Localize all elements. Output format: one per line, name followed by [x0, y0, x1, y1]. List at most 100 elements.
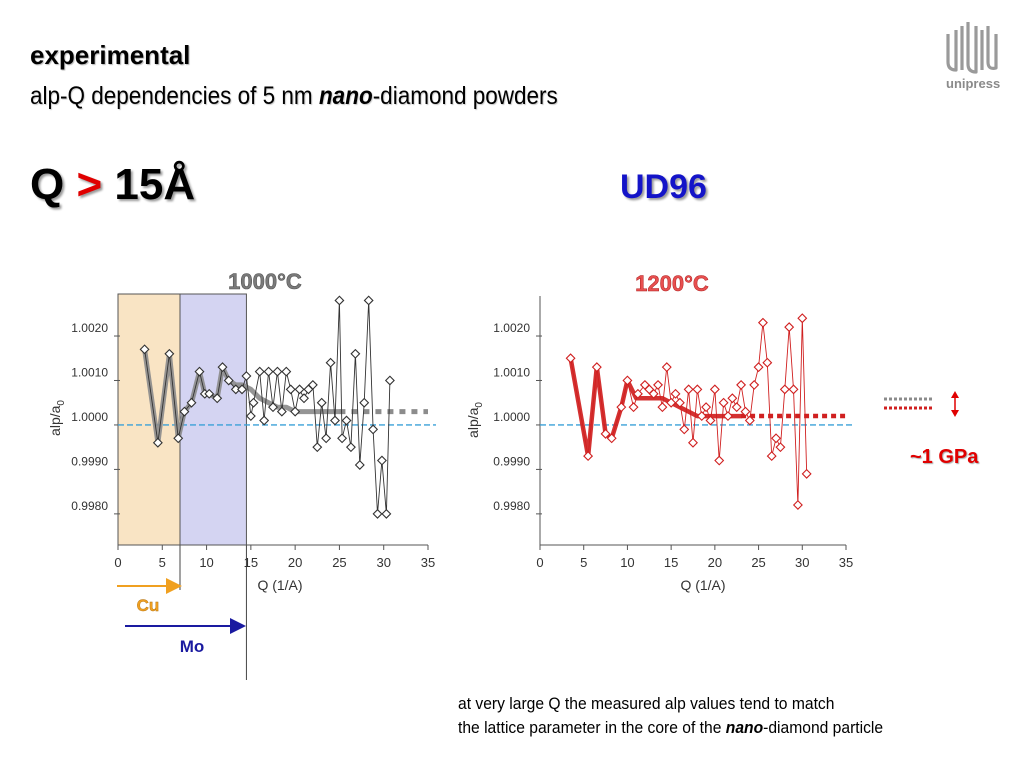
pressure-double-arrow	[951, 391, 959, 417]
y-tick-label: 0.9980	[71, 499, 108, 513]
data-point	[718, 397, 729, 408]
x-tick-label: 25	[751, 555, 765, 570]
data-point	[670, 388, 681, 399]
data-point	[674, 397, 685, 408]
data-point	[801, 468, 812, 479]
x-tick-label: 0	[536, 555, 543, 570]
data-point	[666, 397, 677, 408]
data-point	[679, 424, 690, 435]
data-point	[341, 415, 352, 426]
cu-label: Cu	[137, 596, 160, 615]
data-point	[628, 402, 639, 413]
y-tick-label: 1.0010	[493, 365, 530, 379]
data-point	[622, 375, 633, 386]
data-point	[749, 379, 760, 390]
data-point	[325, 357, 336, 368]
data-point	[276, 406, 287, 417]
data-point	[268, 402, 278, 413]
data-point	[281, 366, 292, 377]
data-point	[354, 459, 365, 470]
tick-labels: 0 5 10 15 20 25 30 35 1.0020 1.0010 1.0000 0.9990 0.…	[493, 321, 853, 570]
y-tick-label: 1.0020	[493, 321, 530, 335]
x-tick-label: 35	[839, 555, 853, 570]
subtitle-post: -diamond powders	[372, 82, 558, 110]
data-point	[762, 357, 773, 368]
y-tick-label: 0.9980	[493, 499, 530, 513]
data-point	[350, 348, 361, 359]
data-point	[259, 415, 270, 426]
data-point	[241, 371, 252, 382]
data-point	[237, 384, 247, 395]
chart-1000c: 0 5 10 15 20 25 30 35 1.0020 1.0010 1.0000 0.9990 0.…	[47, 269, 436, 680]
data-point	[152, 437, 163, 448]
slide-subtitle: alp-Q dependencies of 5 nm nano-diamond …	[30, 82, 558, 111]
data-point	[616, 402, 627, 413]
data-point	[381, 508, 392, 519]
data-point	[194, 366, 205, 377]
slide-title: experimental	[30, 40, 191, 70]
data-point	[204, 388, 215, 399]
data-point	[792, 500, 803, 510]
data-point	[245, 411, 256, 422]
data-point	[583, 451, 594, 462]
data-point	[771, 433, 782, 444]
y-axis-label: alp/a0	[47, 400, 67, 436]
subtitle-nano: nano	[318, 82, 373, 110]
footnote-post: -diamond particle	[763, 718, 884, 737]
x-tick-label: 30	[376, 555, 390, 570]
x-tick-label: 15	[664, 555, 678, 570]
data-point	[661, 362, 672, 373]
x-tick-label: 5	[580, 555, 587, 570]
data-point	[384, 375, 395, 386]
data-point	[709, 384, 720, 395]
y-axis-label-sub: 0	[474, 402, 485, 408]
data-point	[565, 353, 576, 364]
data-point	[139, 344, 150, 355]
data-point	[683, 384, 694, 395]
data-point	[376, 455, 387, 466]
data-point	[254, 366, 265, 377]
y-axis-label-main: alp/a	[47, 405, 63, 436]
x-tick-label: 20	[708, 555, 722, 570]
y-tick-label: 0.9990	[493, 454, 530, 468]
data-point	[368, 424, 379, 435]
y-tick-label: 1.0020	[71, 321, 108, 335]
y-axis-label-sub: 0	[56, 400, 67, 406]
data-point	[714, 455, 725, 466]
axes	[536, 296, 847, 550]
data-point	[688, 437, 698, 448]
y-tick-label: 1.0000	[493, 410, 530, 424]
data-point	[705, 415, 716, 426]
x-tick-label: 30	[795, 555, 809, 570]
y-tick-label: 1.0010	[71, 365, 108, 379]
x-tick-label: 5	[159, 555, 166, 570]
data-point	[779, 384, 790, 395]
data-point	[179, 406, 190, 417]
x-tick-label: 10	[620, 555, 634, 570]
data-point	[653, 379, 664, 390]
data-point	[731, 402, 742, 413]
x-tick-label: 35	[421, 555, 435, 570]
data-point	[330, 415, 340, 426]
data-point	[632, 388, 643, 399]
data-point	[788, 384, 799, 395]
footnote-nano: nano	[725, 718, 764, 737]
y-axis-label: alp/a0	[465, 402, 485, 438]
data-point	[263, 366, 274, 377]
logo-text: unipress	[946, 76, 1001, 91]
data-point	[363, 295, 374, 306]
q-label: Q	[30, 160, 65, 209]
subtitle-pre: alp-Q dependencies of 5 nm	[30, 82, 319, 110]
data-point	[600, 428, 611, 439]
x-tick-label: 0	[114, 555, 121, 570]
sample-name: UD96	[620, 168, 707, 206]
data-point	[692, 384, 703, 395]
q-condition: Q > 15Å	[30, 160, 195, 210]
mo-label: Mo	[180, 637, 205, 656]
data-point	[591, 362, 602, 373]
chart-1200c: 0 5 10 15 20 25 30 35 1.0020 1.0010 1.0000 0.9990 0.…	[465, 271, 854, 593]
data-series	[565, 313, 812, 510]
data-point	[359, 397, 370, 408]
data-series	[139, 295, 395, 519]
